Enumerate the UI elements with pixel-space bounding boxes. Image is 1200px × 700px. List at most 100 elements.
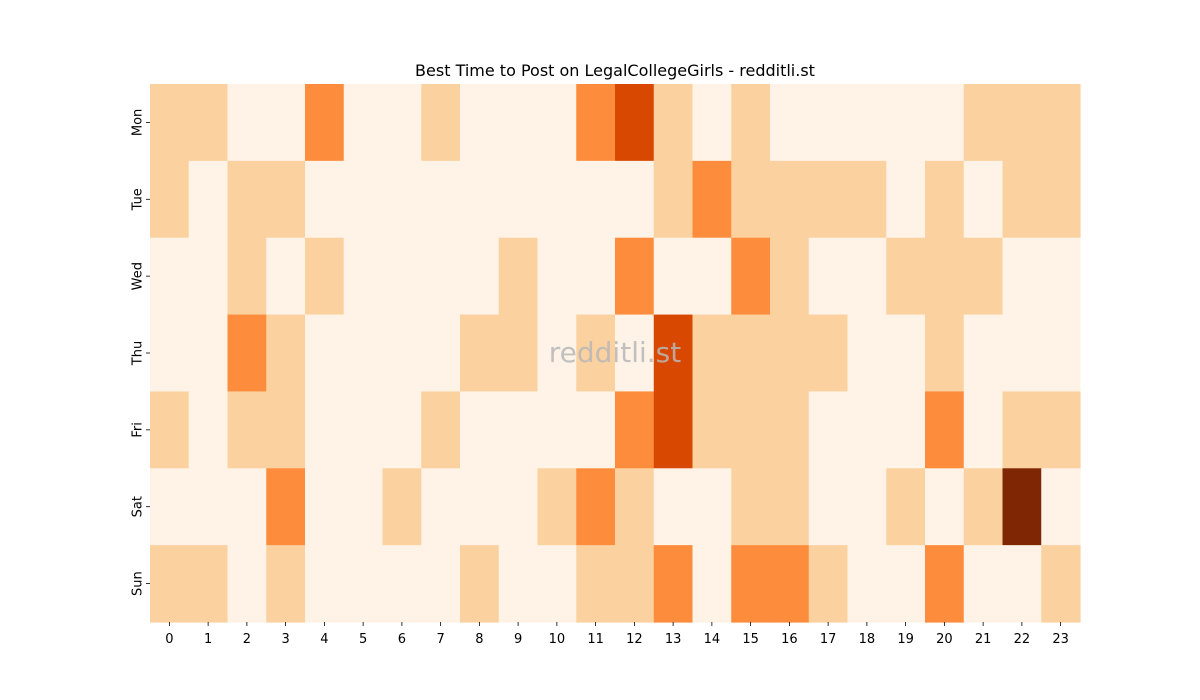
heatmap-cell — [653, 391, 694, 469]
heatmap-cell — [498, 237, 539, 316]
heatmap-cell — [382, 468, 422, 546]
heatmap-cell — [653, 160, 694, 239]
heatmap-cell — [886, 237, 926, 316]
heatmap-cell — [343, 391, 384, 469]
heatmap-cell — [266, 314, 306, 393]
heatmap-cell — [770, 468, 810, 546]
x-tick-label: 22 — [1014, 632, 1031, 647]
heatmap-cell — [770, 391, 810, 469]
heatmap-cell — [1002, 160, 1042, 239]
y-axis: Mon Tue Wed Thu Fri Sat Sun — [131, 109, 150, 596]
heatmap-cell — [576, 237, 616, 316]
x-tick-label: 8 — [475, 632, 483, 647]
heatmap-cell — [421, 84, 461, 162]
y-tick-label: Tue — [131, 188, 146, 211]
x-tick-label: 23 — [1052, 632, 1069, 647]
x-tick-label: 9 — [514, 632, 522, 647]
heatmap-cell — [150, 237, 190, 316]
x-tick-label: 2 — [243, 632, 251, 647]
heatmap-cell — [266, 545, 306, 623]
heatmap-cell — [537, 84, 577, 162]
heatmap-cell — [227, 468, 267, 546]
heatmap-cell — [963, 545, 1004, 623]
heatmap-cell — [188, 391, 229, 469]
heatmap-cell — [421, 314, 461, 393]
heatmap-cell — [925, 84, 965, 162]
heatmap-cell — [227, 545, 267, 623]
heatmap-cell — [808, 314, 849, 393]
heatmap-cell — [188, 160, 229, 239]
heatmap-cell — [1041, 84, 1081, 162]
heatmap-cell — [692, 545, 732, 623]
heatmap-cell — [963, 160, 1004, 239]
heatmap-cell — [382, 237, 422, 316]
heatmap-cell — [188, 314, 229, 393]
x-tick-label: 15 — [742, 632, 759, 647]
heatmap-cell — [343, 160, 384, 239]
heatmap-cell — [421, 160, 461, 239]
x-tick-label: 14 — [704, 632, 721, 647]
heatmap-cell — [498, 468, 539, 546]
heatmap-cell — [770, 84, 810, 162]
heatmap-cell — [1041, 545, 1081, 623]
heatmap-cell — [808, 84, 849, 162]
heatmap-cell — [188, 545, 229, 623]
heatmap-cell — [692, 468, 732, 546]
heatmap-cell — [227, 314, 267, 393]
heatmap-cell — [925, 468, 965, 546]
heatmap-cell — [188, 468, 229, 546]
heatmap-cell — [692, 160, 732, 239]
heatmap-cell — [1002, 391, 1042, 469]
heatmap-cell — [653, 237, 694, 316]
heatmap-cell — [537, 391, 577, 469]
heatmap-cell — [963, 237, 1004, 316]
heatmap-cell — [653, 84, 694, 162]
heatmap-cell — [925, 237, 965, 316]
heatmap-cell — [343, 314, 384, 393]
heatmap-cell — [1041, 160, 1081, 239]
heatmap-cell — [305, 160, 345, 239]
heatmap-cell — [847, 545, 887, 623]
heatmap-cell — [1041, 314, 1081, 393]
heatmap-cell — [653, 545, 694, 623]
heatmap-cell — [692, 237, 732, 316]
heatmap-cell — [963, 314, 1004, 393]
heatmap-cell — [343, 237, 384, 316]
heatmap-cell — [576, 545, 616, 623]
heatmap-cell — [150, 391, 190, 469]
y-tick-label: Sat — [131, 496, 146, 517]
heatmap-cell — [305, 391, 345, 469]
heatmap-cell — [150, 160, 190, 239]
heatmap-cell — [963, 468, 1004, 546]
heatmap-cell — [576, 160, 616, 239]
heatmap-cell — [886, 314, 926, 393]
heatmap-cell — [886, 391, 926, 469]
heatmap-cells — [150, 84, 1081, 623]
x-tick-label: 16 — [781, 632, 798, 647]
heatmap-cell — [498, 391, 539, 469]
heatmap-cell — [343, 468, 384, 546]
heatmap-cell — [886, 84, 926, 162]
heatmap-cell — [963, 84, 1004, 162]
y-tick-label: Thu — [131, 341, 146, 366]
heatmap-cell — [692, 84, 732, 162]
heatmap-cell — [421, 391, 461, 469]
heatmap-cell — [731, 160, 771, 239]
heatmap-cell — [227, 160, 267, 239]
heatmap-cell — [847, 84, 887, 162]
heatmap-cell — [382, 84, 422, 162]
heatmap-cell — [847, 160, 887, 239]
heatmap-cell — [460, 545, 500, 623]
y-tick-label: Mon — [131, 109, 146, 136]
heatmap-cell — [382, 545, 422, 623]
heatmap-cell — [266, 468, 306, 546]
heatmap-cell — [576, 84, 616, 162]
heatmap-cell — [150, 545, 190, 623]
heatmap-cell — [460, 160, 500, 239]
heatmap-cell — [305, 468, 345, 546]
heatmap-cell — [343, 545, 384, 623]
heatmap-cell — [886, 545, 926, 623]
heatmap-cell — [808, 391, 849, 469]
heatmap-cell — [421, 237, 461, 316]
